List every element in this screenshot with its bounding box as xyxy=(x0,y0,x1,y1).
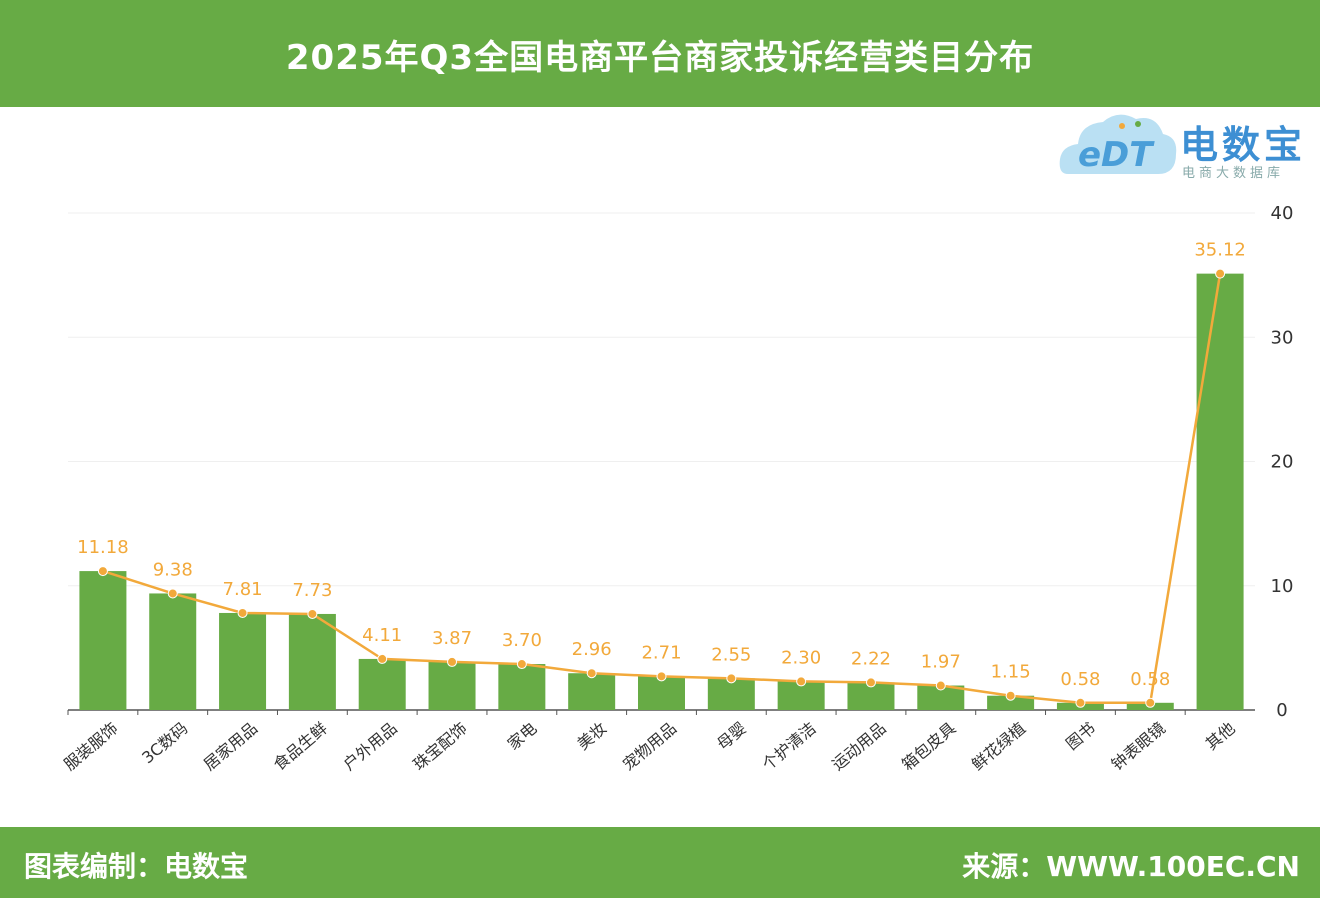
bar xyxy=(498,664,546,710)
bar xyxy=(987,695,1035,710)
data-label: 1.97 xyxy=(921,652,961,673)
category-label: 家电 xyxy=(504,719,541,754)
category-label: 图书 xyxy=(1062,719,1099,754)
bar xyxy=(149,593,197,710)
data-label: 2.22 xyxy=(851,648,891,669)
logo-text: 电数宝 xyxy=(1180,123,1307,167)
trend-line xyxy=(102,273,1222,705)
line-point xyxy=(1145,697,1156,708)
bar xyxy=(288,613,336,710)
category-label: 箱包皮具 xyxy=(898,719,959,775)
category-label: 食品生鲜 xyxy=(270,719,331,775)
data-label: 7.73 xyxy=(292,580,332,601)
line-point xyxy=(307,608,318,619)
category-label: 鲜花绿植 xyxy=(968,719,1029,775)
category-label: 钟表眼镜 xyxy=(1108,719,1169,775)
category-label: 母婴 xyxy=(713,719,750,754)
data-label: 2.30 xyxy=(781,647,821,668)
edt-logo: eDT xyxy=(1059,114,1177,175)
chart-title: 2025年Q3全国电商平台商家投诉经营类目分布 xyxy=(285,38,1035,78)
svg-text:eDT: eDT xyxy=(1078,135,1155,175)
y-tick-label: 20 xyxy=(1271,452,1294,473)
line-point xyxy=(237,607,248,618)
category-label: 美妆 xyxy=(574,719,611,754)
y-tick-label: 10 xyxy=(1271,576,1294,597)
data-label: 1.15 xyxy=(991,662,1031,683)
data-label: 0.58 xyxy=(1130,669,1170,690)
category-label: 运动用品 xyxy=(828,719,889,775)
footer-source: 来源：WWW.100EC.CN xyxy=(962,850,1300,883)
bar xyxy=(428,661,476,710)
bar xyxy=(638,676,685,710)
bar xyxy=(358,658,406,710)
bar xyxy=(707,678,755,710)
line-point xyxy=(1075,697,1086,708)
data-label: 4.11 xyxy=(362,625,402,646)
bar xyxy=(219,612,267,710)
bar xyxy=(568,673,616,710)
bar xyxy=(1196,273,1244,710)
line-point xyxy=(726,673,737,684)
y-tick-label: 40 xyxy=(1271,203,1294,224)
line-point xyxy=(97,566,108,577)
line-point xyxy=(586,668,597,679)
category-label: 珠宝配饰 xyxy=(409,719,470,775)
data-label: 2.55 xyxy=(711,644,751,665)
line-point xyxy=(377,653,388,664)
data-label: 11.18 xyxy=(77,537,129,558)
footer-credit: 图表编制：电数宝 xyxy=(24,850,249,883)
chart-footer: 图表编制：电数宝 来源：WWW.100EC.CN xyxy=(0,827,1320,898)
data-label: 0.58 xyxy=(1060,669,1100,690)
y-tick-label: 0 xyxy=(1276,700,1287,721)
line-point xyxy=(935,680,946,691)
line-point xyxy=(656,671,667,682)
y-tick-label: 30 xyxy=(1271,327,1294,348)
chart-header: 2025年Q3全国电商平台商家投诉经营类目分布 xyxy=(0,0,1320,107)
line-point xyxy=(796,676,807,687)
bar xyxy=(79,571,127,710)
data-label: 9.38 xyxy=(153,559,193,580)
data-label: 35.12 xyxy=(1194,240,1246,261)
line-point xyxy=(1215,268,1226,279)
category-label: 其他 xyxy=(1202,719,1239,754)
logo-subtext: 电商大数据库 xyxy=(1182,166,1285,181)
line-point xyxy=(447,656,458,667)
line-point xyxy=(167,588,178,599)
data-label: 2.96 xyxy=(572,639,612,660)
category-label: 宠物用品 xyxy=(619,719,680,775)
category-label: 个护清洁 xyxy=(758,719,819,775)
category-label: 户外用品 xyxy=(340,719,401,775)
line-point xyxy=(1005,690,1016,701)
line-point xyxy=(516,659,527,670)
category-label: 3C数码 xyxy=(138,719,191,768)
data-label: 3.87 xyxy=(432,628,472,649)
data-label: 7.81 xyxy=(223,579,263,600)
data-label: 2.71 xyxy=(641,642,681,663)
line-point xyxy=(865,677,876,688)
data-label: 3.70 xyxy=(502,630,542,651)
category-label: 服装服饰 xyxy=(60,719,121,775)
category-label: 居家用品 xyxy=(200,719,261,775)
